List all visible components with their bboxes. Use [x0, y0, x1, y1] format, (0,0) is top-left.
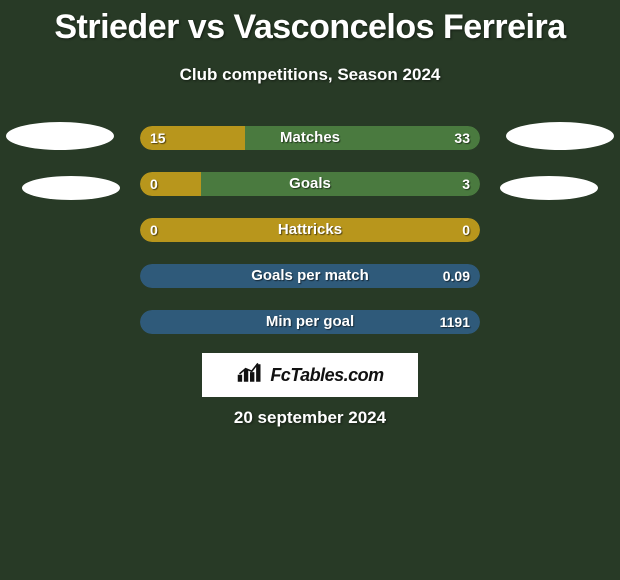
subtitle: Club competitions, Season 2024 [0, 65, 620, 85]
stat-label: Min per goal [140, 310, 480, 334]
stat-row-hattricks: 0 Hattricks 0 [140, 218, 480, 242]
stat-label: Goals [140, 172, 480, 196]
player-right-avatar-1 [506, 122, 614, 150]
stat-row-gpm: Goals per match 0.09 [140, 264, 480, 288]
value-right: 33 [454, 126, 470, 150]
page-title: Strieder vs Vasconcelos Ferreira [0, 0, 620, 47]
stat-row-goals: 0 Goals 3 [140, 172, 480, 196]
date-text: 20 september 2024 [0, 408, 620, 428]
stat-row-mpg: Min per goal 1191 [140, 310, 480, 334]
player-right-avatar-2 [500, 176, 598, 200]
value-right: 1191 [440, 310, 470, 334]
stat-row-matches: 15 Matches 33 [140, 126, 480, 150]
stat-label: Goals per match [140, 264, 480, 288]
value-right: 3 [462, 172, 470, 196]
value-right: 0 [462, 218, 470, 242]
stat-label: Matches [140, 126, 480, 150]
badge-text: FcTables.com [270, 365, 383, 386]
stat-label: Hattricks [140, 218, 480, 242]
comparison-bars: 15 Matches 33 0 Goals 3 0 Hattricks 0 Go… [140, 126, 480, 356]
source-badge[interactable]: FcTables.com [202, 353, 418, 397]
value-right: 0.09 [443, 264, 470, 288]
player-left-avatar-2 [22, 176, 120, 200]
player-left-avatar-1 [6, 122, 114, 150]
bars-icon [236, 362, 264, 389]
